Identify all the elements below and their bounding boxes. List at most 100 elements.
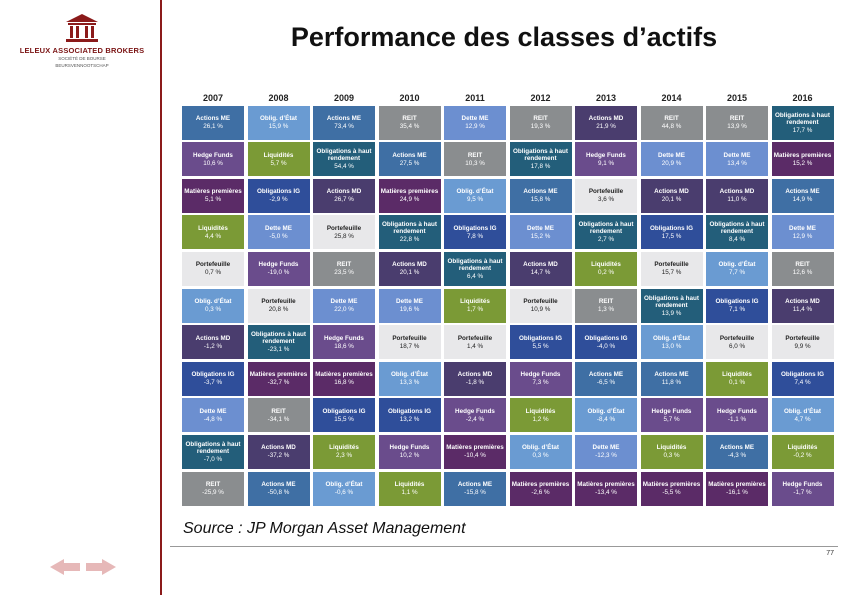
- asset-cell: Obligations à haut rendement 2,7 %: [575, 215, 637, 250]
- asset-cell: Oblig. d’État -8,4 %: [575, 398, 637, 433]
- asset-cell: Matières premières -32,7 %: [247, 361, 310, 396]
- asset-label: Obligations à haut rendement: [185, 440, 241, 455]
- asset-label: Hedge Funds: [651, 407, 692, 415]
- asset-label: Portefeuille: [654, 261, 689, 269]
- nav-arrows[interactable]: [50, 558, 116, 581]
- year-header: 2010: [399, 93, 420, 103]
- asset-return: 1,2 %: [532, 415, 549, 423]
- asset-label: Actions MD: [195, 334, 231, 342]
- asset-return: 22,0 %: [334, 306, 354, 314]
- asset-cell: Hedge Funds -1,7 %: [771, 471, 834, 506]
- asset-return: 20,1 %: [399, 269, 420, 277]
- asset-return: 13,9 %: [661, 309, 682, 317]
- asset-label: REIT: [598, 298, 614, 306]
- asset-label: Liquidités: [525, 407, 556, 415]
- asset-return: -1,1 %: [727, 415, 747, 423]
- asset-cell: Obligations IG -4,0 %: [575, 325, 637, 360]
- asset-cell: Hedge Funds 7,3 %: [509, 361, 572, 396]
- asset-cell: REIT 23,5 %: [313, 251, 375, 286]
- asset-cell: Hedge Funds 18,6 %: [313, 325, 375, 360]
- asset-label: REIT: [664, 115, 679, 123]
- asset-return: 17,7 %: [792, 126, 813, 134]
- asset-return: -1,7 %: [793, 489, 812, 497]
- asset-label: Obligations IG: [387, 407, 432, 415]
- year-header: 2013: [595, 93, 617, 103]
- asset-label: Obligations à haut rendement: [513, 148, 568, 163]
- asset-return: 12,9 %: [465, 123, 485, 131]
- asset-label: Actions MD: [719, 188, 755, 196]
- year-header: 2011: [465, 93, 485, 103]
- asset-return: -13,4 %: [595, 489, 617, 497]
- asset-return: 13,9 %: [727, 123, 747, 131]
- asset-label: Matières premières: [380, 188, 439, 196]
- asset-cell: Obligations IG 17,5 %: [640, 215, 703, 250]
- company-logo: LELEUX ASSOCIATED BROKERS SOCIÉTÉ DE BOU…: [14, 12, 150, 69]
- asset-return: 35,4 %: [399, 123, 420, 131]
- asset-cell: Oblig. d’État -0,6 %: [313, 471, 375, 506]
- asset-return: -19,0 %: [267, 269, 290, 277]
- asset-return: 11,0 %: [727, 196, 747, 204]
- asset-label: Dette ME: [199, 407, 227, 415]
- asset-label: Portefeuille: [588, 188, 624, 196]
- asset-cell: Dette ME 15,2 %: [509, 215, 572, 250]
- asset-label: Oblig. d’État: [456, 188, 494, 196]
- asset-label: Actions ME: [326, 115, 362, 123]
- asset-return: 0,3 %: [532, 452, 549, 460]
- asset-label: REIT: [795, 261, 810, 269]
- asset-cell: Obligations IG -2,9 %: [247, 178, 310, 213]
- asset-cell: Dette ME 13,4 %: [706, 142, 768, 177]
- asset-label: Actions ME: [785, 188, 820, 196]
- asset-label: Actions MD: [785, 298, 820, 306]
- asset-return: 1,1 %: [401, 489, 418, 497]
- asset-cell: REIT 13,9 %: [706, 105, 768, 140]
- asset-label: Obligations IG: [191, 371, 235, 379]
- asset-cell: Liquidités 0,3 %: [640, 434, 703, 469]
- asset-label: REIT: [533, 115, 548, 123]
- asset-return: 27,5 %: [399, 159, 420, 167]
- asset-return: 25,8 %: [334, 232, 354, 240]
- asset-cell: Dette ME 12,9 %: [444, 105, 506, 140]
- asset-return: -2,4 %: [465, 415, 485, 423]
- asset-cell: Portefeuille 10,9 %: [509, 288, 572, 323]
- asset-label: Actions MD: [588, 115, 624, 123]
- asset-return: 44,8 %: [661, 123, 682, 131]
- asset-label: Dette ME: [658, 151, 685, 159]
- asset-label: REIT: [205, 481, 221, 489]
- asset-label: Liquidités: [198, 224, 228, 232]
- asset-label: Matières premières: [642, 481, 701, 489]
- asset-return: 23,5 %: [334, 269, 354, 277]
- asset-return: -3,7 %: [203, 379, 223, 387]
- asset-cell: Oblig. d’État 15,9 %: [247, 105, 310, 140]
- asset-cell: Actions MD -37,2 %: [247, 434, 310, 469]
- asset-label: Actions MD: [326, 188, 362, 196]
- asset-return: 7,3 %: [532, 379, 549, 387]
- asset-return: 5,7 %: [663, 415, 680, 423]
- asset-cell: REIT 35,4 %: [378, 105, 441, 140]
- asset-cell: Liquidités 1,7 %: [444, 288, 506, 323]
- asset-label: REIT: [402, 115, 417, 123]
- asset-label: Dette ME: [265, 224, 292, 232]
- asset-return: -1,8 %: [465, 379, 485, 387]
- asset-cell: Liquidités 1,2 %: [509, 398, 572, 433]
- asset-label: Portefeuille: [523, 298, 558, 306]
- asset-cell: Portefeuille 18,7 %: [378, 325, 441, 360]
- asset-return: 10,3 %: [465, 159, 485, 167]
- asset-return: -4,8 %: [203, 415, 223, 423]
- asset-cell: Hedge Funds 10,2 %: [378, 434, 441, 469]
- asset-return: 0,2 %: [597, 269, 615, 277]
- asset-return: -5,0 %: [269, 232, 288, 240]
- asset-return: 1,4 %: [466, 342, 484, 350]
- asset-label: Obligations à haut rendement: [447, 257, 503, 272]
- asset-cell: Matières premières 16,8 %: [313, 361, 375, 396]
- year-header: 2008: [268, 93, 289, 103]
- asset-cell: Matières premières 15,2 %: [771, 142, 834, 177]
- asset-class-table: 2007 2008 2009 2010 2011 2012 2013 2014 2015 2016…: [182, 94, 834, 506]
- asset-cell: Obligations IG -3,7 %: [182, 361, 244, 396]
- asset-return: -2,9 %: [269, 196, 288, 204]
- asset-label: Liquidités: [722, 371, 752, 379]
- asset-return: 7,7 %: [728, 269, 746, 277]
- asset-return: -12,3 %: [595, 452, 617, 460]
- asset-cell: Actions ME 26,1 %: [182, 105, 244, 140]
- asset-cell: Portefeuille 0,7 %: [182, 251, 244, 286]
- year-header: 2007: [202, 93, 224, 103]
